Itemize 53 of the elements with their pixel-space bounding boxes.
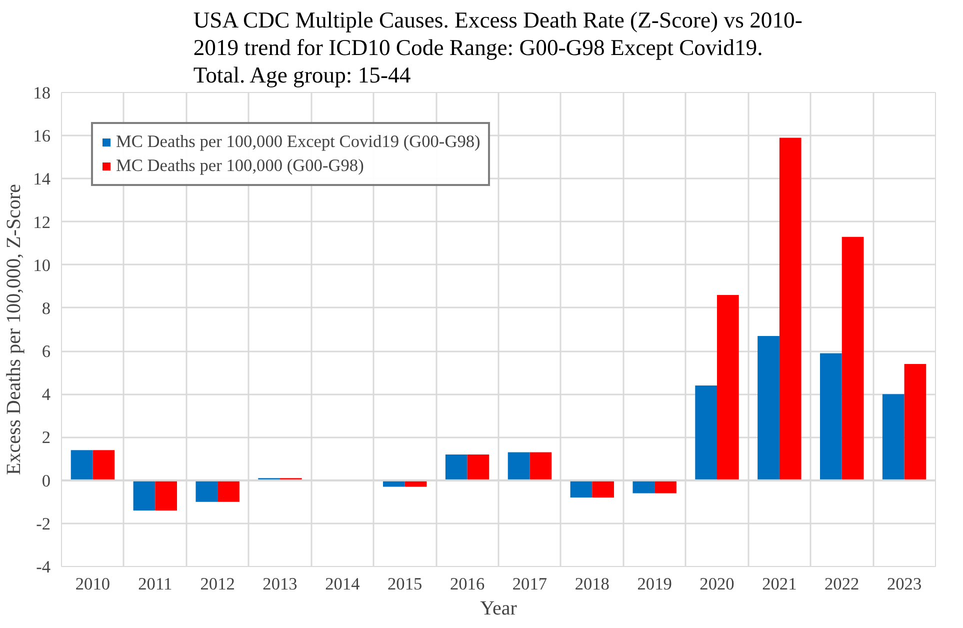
y-tick-label: -2 <box>36 514 51 534</box>
x-tick-label: 2019 <box>637 574 672 594</box>
bar <box>70 450 93 480</box>
bar <box>508 452 530 480</box>
y-tick-label: 12 <box>33 212 50 232</box>
bar <box>196 480 218 502</box>
bar <box>820 353 842 480</box>
y-tick-label: 14 <box>33 170 51 189</box>
bar <box>155 480 177 510</box>
x-tick-label: 2018 <box>574 574 610 594</box>
y-tick-label: 8 <box>42 298 51 318</box>
bar <box>717 295 739 480</box>
bar <box>758 336 780 480</box>
x-tick-label: 2011 <box>138 574 172 594</box>
bar <box>570 480 592 498</box>
bar <box>842 236 864 480</box>
bar <box>779 138 802 480</box>
bar <box>632 480 655 494</box>
x-tick-label: 2015 <box>388 574 422 594</box>
bar <box>904 364 926 480</box>
bar <box>592 480 614 498</box>
bar <box>654 480 676 494</box>
bar <box>92 450 115 480</box>
x-tick-label: 2013 <box>262 574 298 594</box>
bar <box>218 480 240 502</box>
x-tick-label: 2014 <box>325 574 360 594</box>
bar <box>467 454 490 480</box>
y-tick-label: 10 <box>33 256 50 275</box>
y-tick-label: 4 <box>42 385 51 404</box>
bar <box>445 454 468 480</box>
y-tick-label: 16 <box>33 126 51 146</box>
x-tick-label: 2023 <box>886 574 922 594</box>
y-tick-label: 2 <box>42 428 51 448</box>
bar <box>695 386 717 480</box>
y-tick-label: 18 <box>33 84 50 102</box>
chart-title: USA CDC Multiple Causes. Excess Death Rate (Z-Score) vs 2010- 2019 trend for ICD10 Code Range: G00-G98 Except Covid19. Total. Age group: 15-44 <box>193 8 802 88</box>
y-tick-label: -4 <box>36 558 51 576</box>
y-tick-label: 6 <box>42 342 51 362</box>
x-axis-title: Year <box>480 598 518 620</box>
legend-label: MC Deaths per 100,000 (G00-G98) <box>116 156 364 176</box>
legend-label: MC Deaths per 100,000 Except Covid19 (G00-G98) <box>116 132 480 152</box>
bar <box>882 394 904 480</box>
x-tick-label: 2022 <box>824 574 860 594</box>
bar <box>530 452 552 480</box>
x-tick-label: 2016 <box>450 574 485 594</box>
x-tick-label: 2012 <box>200 574 235 594</box>
y-tick-label: 0 <box>42 471 51 490</box>
x-tick-label: 2021 <box>762 574 797 594</box>
x-tick-label: 2020 <box>700 574 734 594</box>
x-tick-label: 2010 <box>75 574 110 594</box>
x-tick-label: 2017 <box>512 574 548 594</box>
bar <box>133 480 156 510</box>
y-axis-title: Excess Deaths per 100,000, Z-Score <box>3 184 26 476</box>
